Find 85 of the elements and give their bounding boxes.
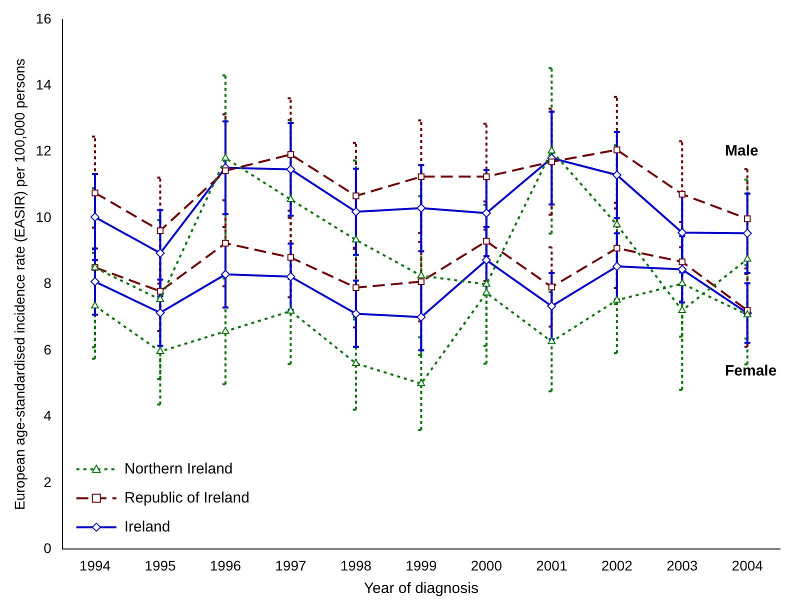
x-tick-label: 1995	[144, 557, 176, 574]
y-tick-label: 2	[44, 474, 52, 490]
point	[416, 312, 426, 322]
point	[483, 238, 490, 245]
point	[351, 207, 360, 216]
point	[614, 146, 620, 154]
x-tick-label: 1999	[406, 557, 437, 574]
point	[222, 240, 229, 247]
point	[483, 173, 490, 180]
point	[547, 302, 556, 311]
point	[90, 212, 100, 222]
point	[612, 220, 621, 228]
y-axis-title: European age-standardised incidence rate (EASIR) per 100,000 persons	[11, 58, 28, 510]
point	[417, 271, 426, 278]
point	[482, 256, 491, 265]
y-tick-label: 10	[36, 208, 52, 225]
y-tick-label: 0	[44, 540, 52, 556]
x-tick-label: 1997	[275, 557, 306, 574]
point	[156, 227, 164, 234]
point	[156, 308, 165, 318]
point	[220, 270, 230, 279]
legend-label: Republic of Ireland	[124, 489, 250, 506]
point	[90, 277, 100, 286]
point	[286, 195, 295, 202]
point	[222, 326, 230, 334]
point	[156, 347, 164, 354]
x-tick-label: 1998	[340, 557, 372, 574]
y-tick-label: 8	[44, 275, 52, 292]
point	[612, 296, 621, 303]
point	[678, 190, 686, 198]
point	[548, 146, 556, 154]
x-tick-label: 2000	[470, 557, 502, 574]
point	[614, 244, 620, 252]
point	[416, 204, 426, 213]
y-tick-label: 4	[44, 408, 52, 424]
legend-label: Northern Ireland	[124, 460, 233, 478]
point	[91, 301, 99, 308]
point	[156, 248, 165, 258]
point	[743, 254, 752, 262]
point	[482, 208, 491, 218]
annotation: Female	[725, 362, 777, 380]
point	[156, 288, 164, 295]
y-tick-label: 16	[36, 10, 52, 26]
point	[742, 228, 752, 238]
point	[222, 154, 230, 161]
point	[222, 167, 229, 174]
point	[482, 280, 490, 287]
x-tick-label: 1996	[210, 557, 242, 574]
point	[418, 278, 425, 285]
legend-label: Ireland	[124, 518, 170, 536]
point	[287, 151, 294, 158]
point	[678, 279, 686, 286]
point	[92, 190, 98, 196]
point	[612, 262, 622, 271]
point	[548, 158, 555, 166]
x-tick-label: 2001	[536, 557, 568, 574]
point	[548, 284, 555, 290]
y-tick-label: 14	[36, 76, 52, 92]
y-tick-label: 12	[36, 142, 52, 159]
x-tick-label: 2004	[732, 557, 764, 574]
point	[548, 337, 556, 344]
point	[352, 284, 360, 291]
point	[678, 258, 686, 266]
x-tick-label: 1994	[79, 557, 111, 574]
point	[286, 164, 296, 174]
point	[352, 235, 360, 242]
x-tick-label: 2002	[601, 557, 633, 574]
annotation: Male	[725, 142, 758, 160]
point	[287, 254, 294, 261]
point	[352, 192, 360, 200]
x-axis-title: Year of diagnosis	[364, 580, 478, 598]
x-tick-label: 2003	[666, 557, 698, 574]
point	[352, 358, 360, 366]
point	[744, 215, 751, 222]
point	[286, 306, 295, 314]
point	[286, 272, 296, 282]
y-tick-label: 6	[44, 341, 52, 358]
point	[482, 288, 490, 296]
point	[417, 379, 426, 386]
point	[351, 309, 360, 318]
point	[156, 295, 164, 302]
point	[418, 173, 425, 180]
point	[678, 264, 687, 274]
point	[612, 170, 622, 180]
point	[678, 306, 686, 313]
